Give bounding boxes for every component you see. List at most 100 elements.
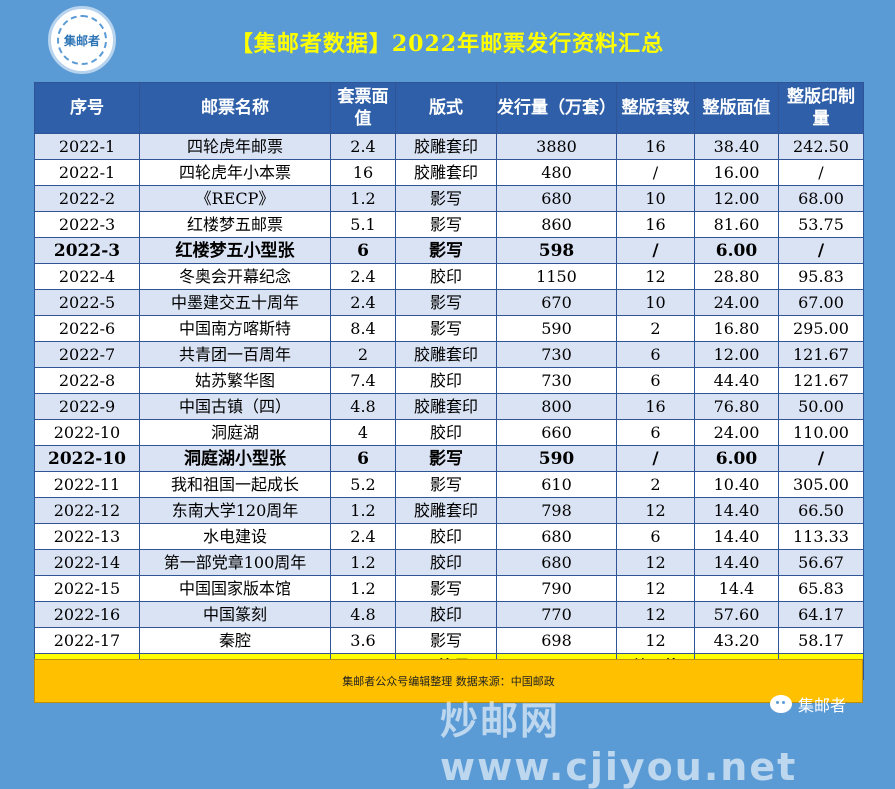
table-row: 2022-3 红楼梦五小型张 6 影写 598/6.00/ — [34, 237, 864, 264]
cell-face: 4 — [330, 419, 396, 446]
table-row: 2022-3 红楼梦五邮票 5.1 影写 860 16 81.60 53.75 — [34, 211, 864, 238]
cell-seq: 2022-1 — [34, 159, 140, 186]
cell-face: 2.4 — [330, 263, 396, 290]
cell-name: 水电建设 — [139, 523, 331, 550]
cell-method: 影写 — [395, 185, 497, 212]
cell-seq: 2022-6 — [34, 315, 140, 342]
header-name: 邮票名称 — [139, 82, 331, 134]
cell-sheet-face: 38.40 — [694, 133, 779, 160]
cell-method: 影写 — [395, 471, 497, 498]
cell-sheet-face: 14.40 — [694, 549, 779, 576]
table-row: 2022-8 姑苏繁华图 7.4 胶印 730 6 44.40 121.67 — [34, 367, 864, 394]
cell-name: 共青团一百周年 — [139, 341, 331, 368]
cell-method: 胶雕套印 — [395, 393, 497, 420]
cell-cost: 121.67 — [778, 367, 864, 394]
cell-sheet-face: 10.40 — [694, 471, 779, 498]
table-row: 2022-12 东南大学120周年 1.2 胶雕套印 798 12 14.40 66.50 — [34, 497, 864, 524]
cell-name: 四轮虎年邮票 — [139, 133, 331, 160]
cell-method: 影写 — [395, 211, 497, 238]
cell-method: 影写 — [395, 315, 497, 342]
cell-sets: 6 — [616, 341, 695, 368]
cell-method: 胶印 — [395, 601, 497, 628]
cell-cost: / — [778, 159, 864, 186]
cell-seq: 2022-16 — [34, 601, 140, 628]
cell-sets: 2 — [616, 315, 695, 342]
cell-sets: 10 — [616, 185, 695, 212]
brand-label: 集邮者 — [798, 696, 847, 715]
cell-sets: 16 — [616, 393, 695, 420]
cell-sets: 12 — [616, 497, 695, 524]
cell-name: 四轮虎年小本票 — [139, 159, 331, 186]
cell-face: 1.2 — [330, 497, 396, 524]
cell-seq: 2022-17 — [34, 627, 140, 654]
cell-method: 胶雕套印 — [395, 341, 497, 368]
cell-seq: 2022-2 — [34, 185, 140, 212]
cell-volume: 730 — [496, 341, 617, 368]
cell-face: 8.4 — [330, 315, 396, 342]
cell-method: 胶印 — [395, 549, 497, 576]
cell-cost: 95.83 — [778, 263, 864, 290]
cell-volume: 598 — [496, 237, 617, 264]
cell-sets: / — [616, 445, 695, 472]
cell-seq: 2022-11 — [34, 471, 140, 498]
cell-face: 2 — [330, 341, 396, 368]
cell-face: 2.4 — [330, 289, 396, 316]
cell-seq: 2022-10 — [34, 419, 140, 446]
cell-face: 4.8 — [330, 601, 396, 628]
cell-name: 中国南方喀斯特 — [139, 315, 331, 342]
cell-method: 胶印 — [395, 263, 497, 290]
cell-volume: 730 — [496, 367, 617, 394]
cell-volume: 698 — [496, 627, 617, 654]
table-row: 2022-10 洞庭湖小型张 6 影写 590/6.00/ — [34, 445, 864, 472]
cell-seq: 2022-7 — [34, 341, 140, 368]
footer-note: 集邮者公众号编辑整理 数据来源：中国邮政 — [34, 659, 863, 703]
header-method: 版式 — [395, 82, 497, 134]
cell-sheet-face: 16.00 — [694, 159, 779, 186]
cell-cost: 56.67 — [778, 549, 864, 576]
cell-cost: 121.67 — [778, 341, 864, 368]
cell-name: 洞庭湖小型张 — [139, 445, 331, 472]
cell-sheet-face: 24.00 — [694, 289, 779, 316]
table-row: 2022-17 秦腔 3.6 影写 698 12 43.20 58.17 — [34, 627, 864, 654]
cell-face: 5.1 — [330, 211, 396, 238]
table-row: 2022-5 中墨建交五十周年 2.4 影写 670 10 24.00 67.00 — [34, 289, 864, 316]
cell-sets: 6 — [616, 523, 695, 550]
cell-sheet-face: 81.60 — [694, 211, 779, 238]
cell-sheet-face: 44.40 — [694, 367, 779, 394]
cell-sheet-face: 6.00 — [694, 445, 779, 472]
page-title: 【集邮者数据】2022年邮票发行资料汇总 — [230, 31, 665, 57]
cell-sheet-face: 28.80 — [694, 263, 779, 290]
cell-seq: 2022-1 — [34, 133, 140, 160]
cell-cost: 66.50 — [778, 497, 864, 524]
cell-sheet-face: 76.80 — [694, 393, 779, 420]
header-row: 序号 邮票名称 套票面值 版式 发行量（万套） 整版套数 整版面值 整版印制量 — [34, 82, 864, 134]
cell-volume: 770 — [496, 601, 617, 628]
cell-cost: 67.00 — [778, 289, 864, 316]
cell-cost: / — [778, 237, 864, 264]
brand-logo: 集邮者 — [48, 6, 116, 74]
cell-name: 东南大学120周年 — [139, 497, 331, 524]
cell-method: 胶雕套印 — [395, 133, 497, 160]
cell-sets: 16 — [616, 211, 695, 238]
cell-cost: 242.50 — [778, 133, 864, 160]
table-row: 2022-14 第一部党章100周年 1.2 胶印 680 12 14.40 56.67 — [34, 549, 864, 576]
cell-volume: 860 — [496, 211, 617, 238]
cell-name: 秦腔 — [139, 627, 331, 654]
cell-cost: 113.33 — [778, 523, 864, 550]
cell-cost: 58.17 — [778, 627, 864, 654]
cell-face: 1.2 — [330, 549, 396, 576]
cell-volume: 590 — [496, 315, 617, 342]
cell-seq: 2022-3 — [34, 211, 140, 238]
cell-seq: 2022-5 — [34, 289, 140, 316]
cell-face: 16 — [330, 159, 396, 186]
cell-method: 胶雕套印 — [395, 497, 497, 524]
cell-sheet-face: 57.60 — [694, 601, 779, 628]
cell-name: 中国古镇（四） — [139, 393, 331, 420]
cell-volume: 680 — [496, 549, 617, 576]
cell-name: 冬奥会开幕纪念 — [139, 263, 331, 290]
cell-name: 中国国家版本馆 — [139, 575, 331, 602]
cell-seq: 2022-4 — [34, 263, 140, 290]
cell-method: 胶印 — [395, 367, 497, 394]
cell-method: 影写 — [395, 575, 497, 602]
brand-badge: 集邮者 — [770, 692, 846, 716]
